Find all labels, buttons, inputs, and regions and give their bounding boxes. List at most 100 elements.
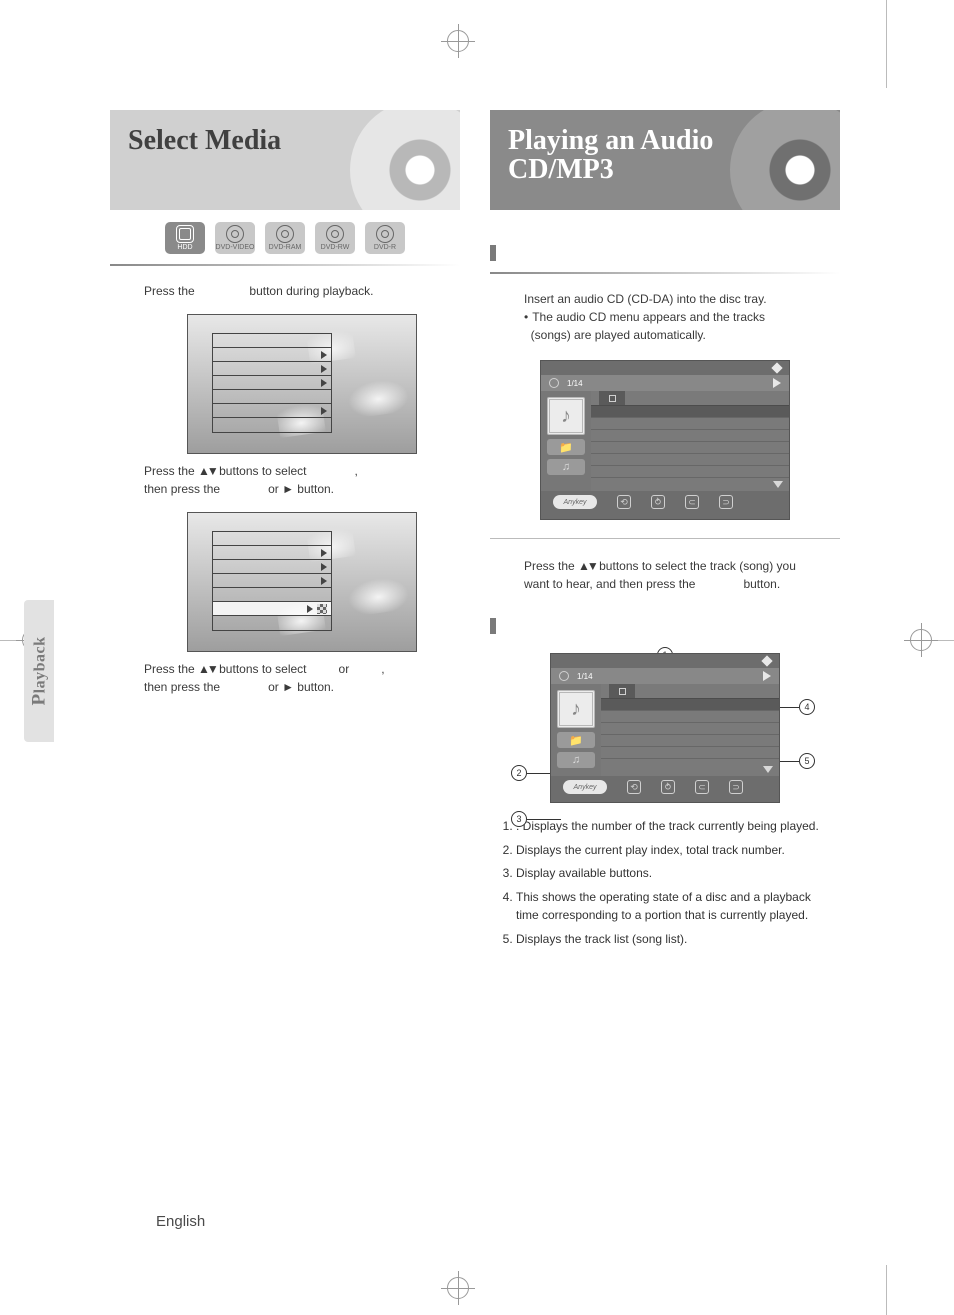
left-step-1: Press the button during playback. [110, 282, 460, 454]
chevron-right-icon [321, 577, 327, 585]
right-column: Playing an AudioCD/MP3 Insert an audio C… [490, 110, 840, 954]
text: button. [294, 482, 334, 496]
cd-menu-screenshot: 1/14 ♪ 📁 ♫ [540, 360, 790, 520]
disc-art-icon [350, 110, 460, 210]
callout-number: 3 [511, 811, 527, 827]
disc-indicator-icon [559, 671, 569, 681]
softkey-icon: ⊃ [719, 495, 733, 509]
text: or [268, 482, 282, 496]
text: button during playback. [249, 284, 373, 298]
chevron-right-icon [321, 365, 327, 373]
media-badge-row: HDD DVD-VIDEO DVD-RAM DVD-RW DVD-R [110, 222, 460, 254]
media-badge-dvdrw: DVD-RW [315, 222, 355, 254]
section-marker [490, 244, 840, 262]
right-intro: Insert an audio CD (CD-DA) into the disc… [490, 290, 840, 344]
track-row [591, 441, 789, 453]
text: buttons to select the track (song) you [596, 559, 796, 573]
tab-icon [609, 395, 616, 402]
softkey-icon: ⊂ [695, 780, 709, 794]
folder-button: 📁 [547, 439, 585, 455]
text: Press the [144, 464, 198, 478]
media-badge-hdd: HDD [165, 222, 205, 254]
track-row [601, 698, 779, 710]
media-badge-dvdr: DVD-R [365, 222, 405, 254]
chevron-down-icon [763, 766, 773, 773]
music-button: ♫ [547, 459, 585, 475]
text: Press the [144, 662, 198, 676]
text: button. [294, 680, 334, 694]
play-icon [763, 671, 771, 681]
bullet-icon: • [524, 308, 528, 326]
callout-number: 2 [511, 765, 527, 781]
track-row [591, 453, 789, 465]
section-marker [490, 617, 840, 635]
track-row [591, 417, 789, 429]
anykey-button: Anykey [563, 780, 607, 794]
updown-icon: ▲▼ [578, 559, 596, 573]
left-step-3: Press the ▲▼ buttons to selector, then p… [110, 660, 460, 696]
chevron-down-icon [773, 481, 783, 488]
text: Insert an audio CD (CD-DA) into the disc… [524, 292, 767, 306]
music-note-icon: ♪ [557, 690, 595, 728]
chevron-right-icon [321, 379, 327, 387]
track-row [601, 746, 779, 758]
track-row [601, 722, 779, 734]
text: , [355, 464, 358, 478]
text: The audio CD menu appears and the tracks [532, 310, 765, 324]
screenshot-menu-2 [187, 512, 417, 652]
updown-icon: ▲▼ [198, 464, 216, 478]
desc-item: Display available buttons. [516, 864, 834, 883]
page-language: English [156, 1213, 205, 1230]
callout-descriptions: : Displays the number of the track curre… [498, 817, 834, 949]
crop-mark [886, 1265, 887, 1315]
divider [490, 538, 840, 539]
softkey-icon: ⥁ [651, 495, 665, 509]
disc-art-icon [730, 110, 840, 210]
callout-diagram: 1 2 3 4 5 1/14 ♪ [515, 653, 815, 803]
media-badge-dvdram: DVD-RAM [265, 222, 305, 254]
desc-item: : Displays the number of the track curre… [516, 817, 834, 836]
left-step-2: Press the ▲▼ buttons to select, then pre… [110, 462, 460, 652]
chevron-right-icon [321, 407, 327, 415]
text: , [381, 662, 384, 676]
track-list [601, 684, 779, 776]
chevron-right-icon [321, 549, 327, 557]
softkey-icon: ⥁ [661, 780, 675, 794]
text: buttons to select [216, 464, 307, 478]
right-step-2: Press the ▲▼ buttons to select the track… [490, 557, 840, 593]
track-row [601, 710, 779, 722]
osd-menu [212, 531, 332, 631]
left-banner: Select Media [110, 110, 460, 210]
tab-icon [619, 688, 626, 695]
folder-button: 📁 [557, 732, 595, 748]
track-row [591, 465, 789, 477]
chevron-right-icon [321, 563, 327, 571]
text: then press the [144, 680, 220, 694]
diamond-icon [761, 655, 772, 666]
text: Press the [524, 559, 578, 573]
track-row [591, 477, 789, 489]
cd-menu-screenshot-annotated: 1/14 ♪ 📁 ♫ [550, 653, 780, 803]
desc-item: This shows the operating state of a disc… [516, 888, 834, 925]
anykey-button: Anykey [553, 495, 597, 509]
callout-number: 5 [799, 753, 815, 769]
softkey-icon: ⟲ [627, 780, 641, 794]
text: Press the [144, 284, 195, 298]
text: button. [743, 577, 780, 591]
play-icon: ► [282, 680, 294, 694]
callout-number: 4 [799, 699, 815, 715]
text: buttons to select [216, 662, 307, 676]
softkey-icon: ⟲ [617, 495, 631, 509]
text: (songs) are played automatically. [531, 328, 706, 342]
right-banner: Playing an AudioCD/MP3 [490, 110, 840, 210]
chevron-right-icon [307, 605, 313, 613]
divider [490, 272, 840, 274]
softkey-icon: ⊂ [685, 495, 699, 509]
track-counter: 1/14 [567, 379, 583, 388]
divider [110, 264, 460, 266]
section-tab-label: Playback [28, 637, 50, 706]
track-row [601, 734, 779, 746]
play-icon: ► [282, 482, 294, 496]
text: or [339, 662, 350, 676]
desc-item: Displays the track list (song list). [516, 930, 834, 949]
